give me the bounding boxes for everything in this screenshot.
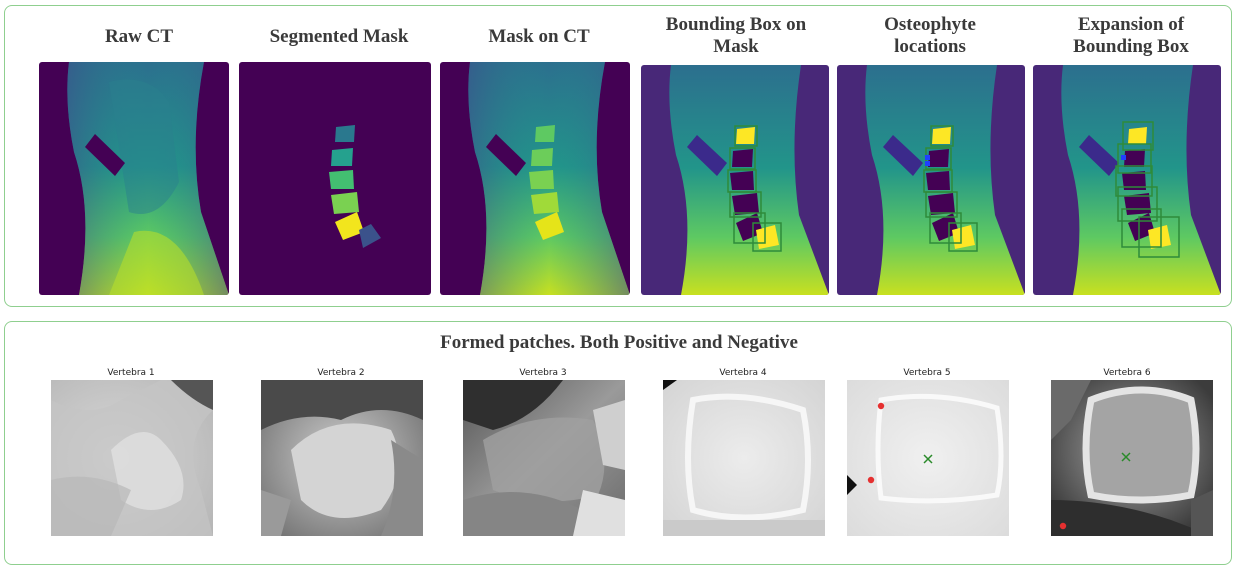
title-raw-ct: Raw CT bbox=[104, 26, 174, 47]
osteophyte-locations-image bbox=[837, 65, 1025, 295]
title-bounding-box: Bounding Box on Mask bbox=[665, 14, 807, 57]
patch-label-6: Vertebra 6 bbox=[1103, 368, 1151, 378]
patch-label-2: Vertebra 2 bbox=[317, 368, 365, 378]
center-marker-5 bbox=[923, 454, 933, 464]
patch-label-4: Vertebra 4 bbox=[719, 368, 767, 378]
mask-on-ct-image bbox=[440, 62, 630, 295]
patches-title: Formed patches. Both Positive and Negati… bbox=[440, 332, 798, 353]
segmented-mask-image bbox=[239, 62, 431, 295]
expanded-box-image bbox=[1033, 65, 1221, 295]
patch-vertebra-2 bbox=[261, 380, 423, 536]
osteophyte-marker-5b bbox=[867, 476, 875, 484]
patch-label-1: Vertebra 1 bbox=[107, 368, 155, 378]
patches-panel: Formed patches. Both Positive and Negati… bbox=[4, 321, 1232, 565]
title-osteophyte: Osteophyte locations bbox=[884, 14, 976, 57]
patch-vertebra-1 bbox=[51, 380, 213, 536]
patch-label-3: Vertebra 3 bbox=[519, 368, 567, 378]
title-expansion: Expansion of Bounding Box bbox=[1073, 14, 1189, 57]
patch-label-5: Vertebra 5 bbox=[903, 368, 951, 378]
osteophyte-marker-6 bbox=[1059, 522, 1067, 530]
title-segmented-mask: Segmented Mask bbox=[269, 26, 409, 47]
patch-vertebra-6 bbox=[1051, 380, 1213, 536]
title-mask-on-ct: Mask on CT bbox=[488, 26, 590, 47]
patch-vertebra-4 bbox=[663, 380, 825, 536]
osteophyte-marker-5a bbox=[877, 402, 885, 410]
center-marker-6 bbox=[1121, 452, 1131, 462]
raw-ct-image bbox=[39, 62, 229, 295]
bounding-box-image bbox=[641, 65, 829, 295]
pipeline-panel: Raw CT Segmented Mask Mask on CT Boundin… bbox=[4, 5, 1232, 307]
patch-vertebra-3 bbox=[463, 380, 625, 536]
patch-vertebra-5 bbox=[847, 380, 1009, 536]
